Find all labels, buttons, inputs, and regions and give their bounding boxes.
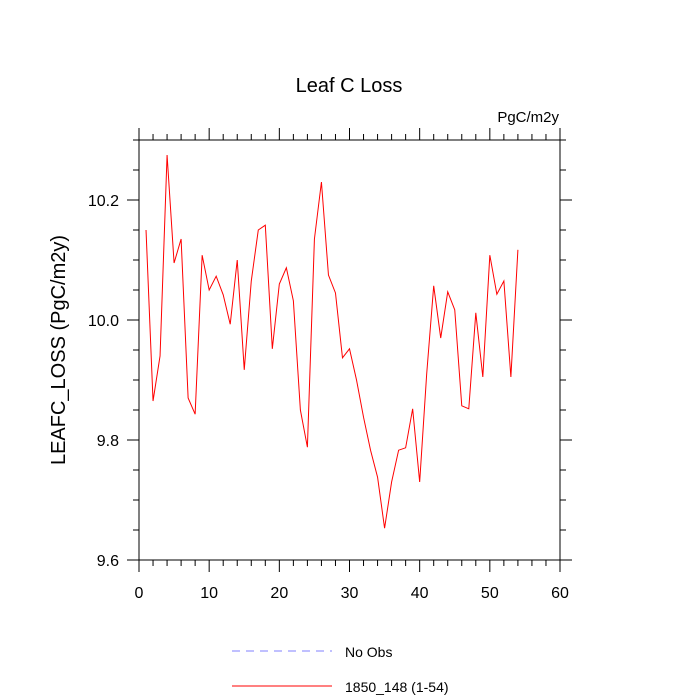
y-tick-label: 10.0 <box>88 313 119 330</box>
x-tick-label: 10 <box>200 585 218 602</box>
y-tick-label: 9.6 <box>97 553 119 570</box>
legend-label: No Obs <box>345 644 392 660</box>
series-lines <box>145 154 519 529</box>
x-tick-label: 20 <box>270 585 288 602</box>
x-tick-label: 60 <box>551 585 569 602</box>
y-tick-label: 9.8 <box>97 433 119 450</box>
tick-labels: 0 10 20 30 40 50 60 9.6 9.8 10.0 10.2 <box>88 193 569 602</box>
y-tick-label: 10.2 <box>88 193 119 210</box>
legend-label: 1850_148 (1-54) <box>345 679 449 695</box>
legend: No Obs 1850_148 (1-54) <box>232 644 449 695</box>
x-tick-label: 40 <box>411 585 429 602</box>
x-tick-label: 0 <box>135 585 144 602</box>
series-line-1 <box>145 154 519 529</box>
plot-area: 0 10 20 30 40 50 60 9.6 9.8 10.0 10.2 <box>88 128 572 602</box>
chart-title: Leaf C Loss <box>296 75 403 97</box>
axis-ticks <box>127 128 572 572</box>
x-tick-label: 30 <box>341 585 359 602</box>
x-tick-label: 50 <box>481 585 499 602</box>
y-axis-label: LEAFC_LOSS (PgC/m2y) <box>48 235 70 465</box>
units-label: PgC/m2y <box>497 109 559 126</box>
